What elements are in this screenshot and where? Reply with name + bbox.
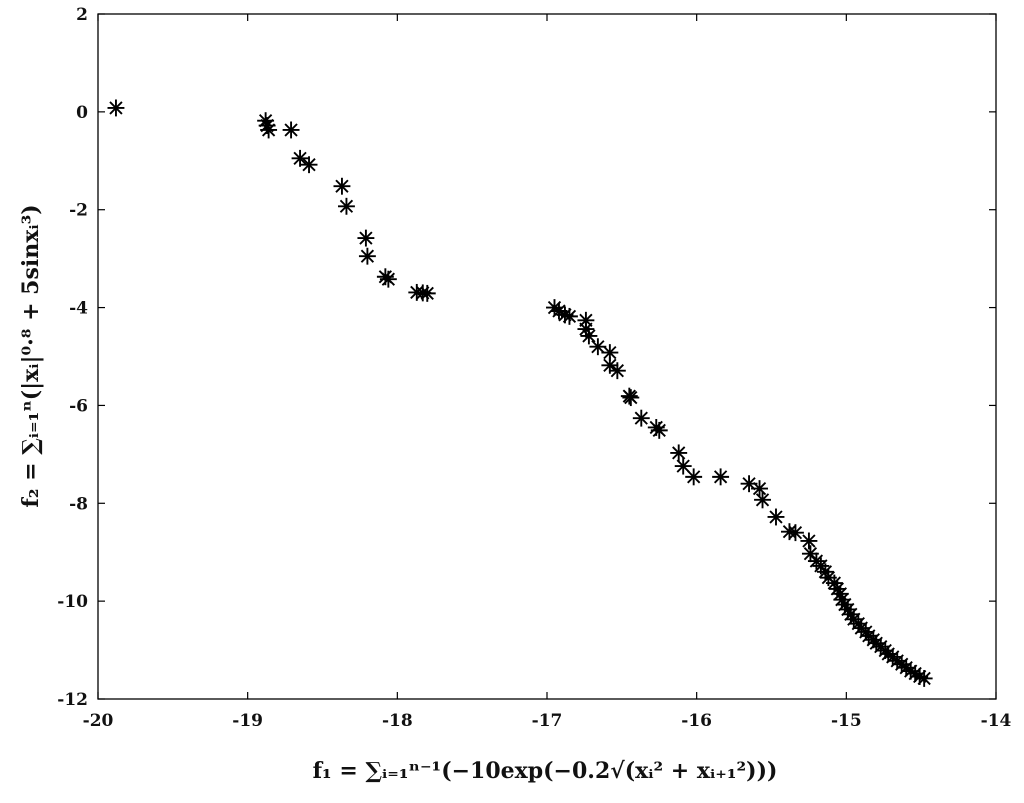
x-axis-label: f₁ = ∑ᵢ₌₁ⁿ⁻¹(−10exp(−0.2√(xᵢ² + xᵢ₊₁²))) bbox=[313, 758, 778, 784]
y-tick-label: -12 bbox=[57, 690, 88, 710]
y-tick-label: -10 bbox=[57, 592, 88, 612]
data-point-marker bbox=[608, 362, 626, 380]
data-point-marker bbox=[674, 457, 692, 475]
data-point-marker bbox=[740, 475, 758, 493]
y-tick-label: -4 bbox=[69, 299, 88, 319]
data-point-marker bbox=[767, 508, 785, 526]
x-tick-label: -15 bbox=[831, 711, 862, 731]
data-point-marker bbox=[379, 270, 397, 288]
data-point-marker bbox=[580, 327, 598, 345]
data-point-marker bbox=[418, 284, 436, 302]
data-point-marker bbox=[260, 121, 278, 139]
axis-tick-labels: -20 -19 -18 -17 -16 -15 -14 2 0 -2 -4 -6 -8 -10 -12 bbox=[57, 5, 1011, 731]
data-point-marker bbox=[712, 468, 730, 486]
x-tick-label: -18 bbox=[382, 711, 413, 731]
data-point-marker bbox=[282, 121, 300, 139]
data-point-marker bbox=[801, 545, 819, 563]
x-tick-label: -17 bbox=[532, 711, 563, 731]
x-tick-label: -16 bbox=[681, 711, 712, 731]
data-point-marker bbox=[786, 524, 804, 542]
data-point-marker bbox=[107, 99, 125, 117]
x-tick-label: -19 bbox=[232, 711, 263, 731]
data-point-marker bbox=[622, 389, 640, 407]
data-point-marker bbox=[751, 480, 768, 498]
y-tick-label: 2 bbox=[76, 5, 88, 25]
data-point-marker bbox=[650, 421, 668, 439]
data-point-marker bbox=[337, 197, 355, 215]
y-tick-label: -6 bbox=[69, 396, 88, 416]
y-tick-label: -2 bbox=[69, 201, 88, 221]
data-point-marker bbox=[601, 344, 619, 362]
axis-ticks bbox=[97, 13, 997, 700]
plot-area-frame bbox=[97, 13, 997, 700]
y-axis-label: f₂ = ∑ᵢ₌₁ⁿ(|xᵢ|⁰·⁸ + 5sinxᵢ³) bbox=[18, 204, 44, 507]
x-tick-label: -20 bbox=[83, 711, 114, 731]
data-point-marker bbox=[589, 338, 607, 356]
data-point-marker bbox=[915, 670, 933, 687]
data-point-marker bbox=[685, 468, 703, 486]
data-points bbox=[107, 99, 933, 687]
data-point-marker bbox=[291, 149, 309, 167]
data-point-marker bbox=[800, 532, 818, 550]
y-tick-label: 0 bbox=[76, 103, 88, 123]
data-point-marker bbox=[300, 156, 318, 174]
data-point-marker bbox=[670, 444, 688, 462]
data-point-marker bbox=[561, 307, 578, 325]
data-point-marker bbox=[358, 247, 376, 265]
y-tick-label: -8 bbox=[69, 494, 88, 514]
data-point-marker bbox=[754, 491, 771, 509]
data-point-marker bbox=[333, 177, 351, 195]
x-tick-label: -14 bbox=[981, 711, 1012, 731]
data-point-marker bbox=[632, 409, 650, 427]
data-point-marker bbox=[357, 229, 375, 247]
